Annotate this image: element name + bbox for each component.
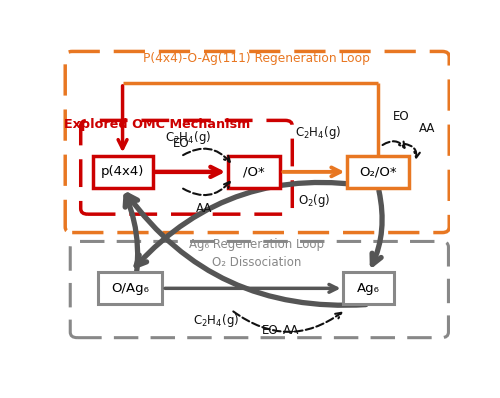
Text: O/Ag₆: O/Ag₆: [112, 282, 149, 295]
Text: /O*: /O*: [244, 166, 265, 178]
Text: Explored OMC Mechanism: Explored OMC Mechanism: [64, 119, 250, 131]
Text: p(4x4): p(4x4): [101, 166, 144, 178]
FancyBboxPatch shape: [228, 156, 280, 188]
Text: EO: EO: [262, 324, 278, 337]
FancyBboxPatch shape: [92, 156, 152, 188]
Text: P(4x4)-O-Ag(111) Regeneration Loop: P(4x4)-O-Ag(111) Regeneration Loop: [143, 52, 370, 65]
Text: O₂/O*: O₂/O*: [360, 166, 397, 178]
Text: EO: EO: [172, 137, 189, 150]
FancyBboxPatch shape: [344, 272, 394, 304]
FancyBboxPatch shape: [98, 272, 162, 304]
Text: O$_2$(g): O$_2$(g): [298, 192, 330, 209]
Text: Ag₆ Regeneration Loop: Ag₆ Regeneration Loop: [189, 238, 324, 251]
Text: AA: AA: [196, 202, 212, 215]
Text: C$_2$H$_4$(g): C$_2$H$_4$(g): [192, 312, 238, 329]
Text: AA: AA: [283, 324, 300, 337]
Text: O₂ Dissociation: O₂ Dissociation: [212, 256, 301, 269]
Text: EO: EO: [393, 110, 409, 123]
Text: Ag₆: Ag₆: [357, 282, 380, 295]
FancyBboxPatch shape: [348, 156, 410, 188]
Text: AA: AA: [419, 123, 436, 135]
Text: C$_2$H$_4$(g): C$_2$H$_4$(g): [295, 124, 342, 141]
Text: C$_2$H$_4$(g): C$_2$H$_4$(g): [166, 129, 212, 146]
